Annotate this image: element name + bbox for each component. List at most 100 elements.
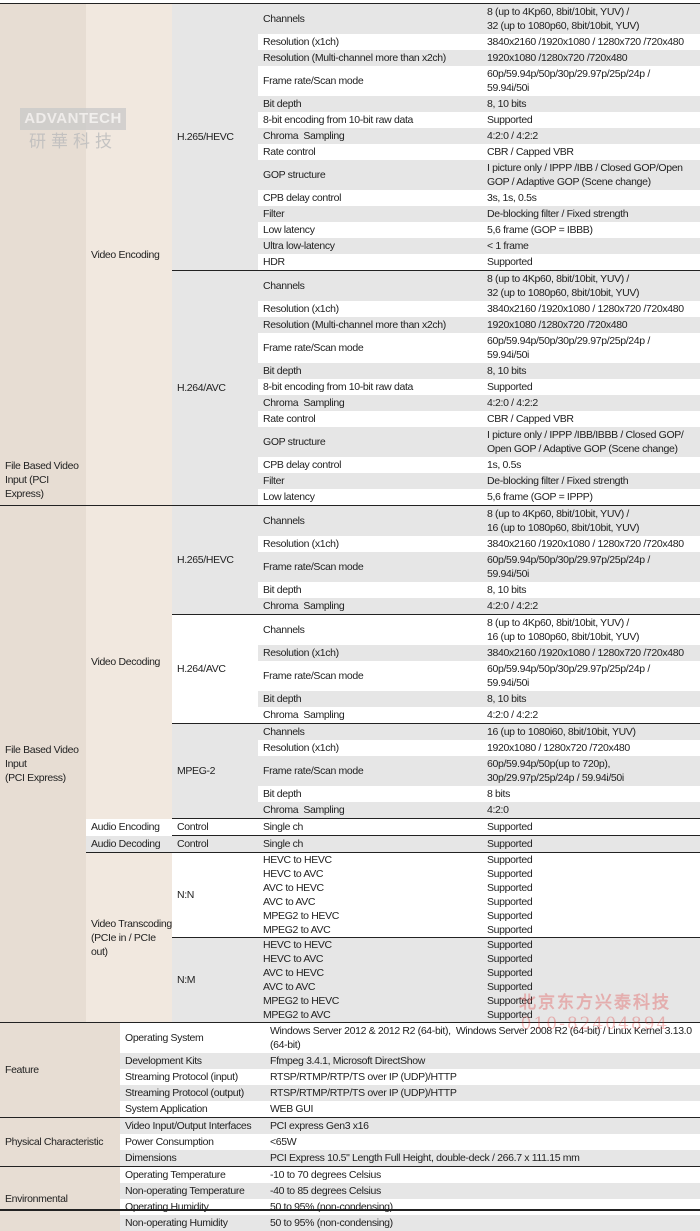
spec-value: 60p/59.94p/50p/30p/29.97p/25p/24p / 59.9… xyxy=(482,66,700,96)
spec-label: Single ch xyxy=(258,836,482,853)
spec-value: Supported xyxy=(482,1008,700,1022)
spec-value: 60p/59.94p/50p(up to 720p), 30p/29.97p/2… xyxy=(482,756,700,786)
spec-value: De-blocking filter / Fixed strength xyxy=(482,206,700,222)
spec-value: Supported xyxy=(482,895,700,909)
spec-label: Bit depth xyxy=(258,691,482,707)
spec-value: Supported xyxy=(482,881,700,895)
subcategory-label: Video Encoding xyxy=(86,4,172,506)
spec-value: 4:2:0 / 4:2:2 xyxy=(482,128,700,144)
spec-label: Low latency xyxy=(258,222,482,238)
codec-group-label: H.264/AVC xyxy=(172,615,258,724)
spec-label: Power Consumption xyxy=(120,1134,265,1150)
spec-value: PCI express Gen3 x16 xyxy=(265,1118,700,1135)
codec-group-label: H.265/HEVC xyxy=(172,506,258,615)
spec-value: Supported xyxy=(482,909,700,923)
spec-label: Channels xyxy=(258,615,482,646)
codec-group-label: MPEG-2 xyxy=(172,724,258,819)
spec-label: MPEG2 to HEVC xyxy=(258,909,482,923)
spec-row: File Based Video Input (PCI Express)Vide… xyxy=(0,4,700,35)
spec-value: 8, 10 bits xyxy=(482,363,700,379)
spec-value: <65W xyxy=(265,1134,700,1150)
spec-label: Video Input/Output Interfaces xyxy=(120,1118,265,1135)
spec-row: File Based Video Input (PCI Express)Vide… xyxy=(0,506,700,537)
spec-label: Bit depth xyxy=(258,786,482,802)
spec-label: Resolution (Multi-channel more than x2ch… xyxy=(258,50,482,66)
spec-value: Windows Server 2012 & 2012 R2 (64-bit), … xyxy=(265,1023,700,1054)
spec-label: Bit depth xyxy=(258,363,482,379)
spec-label: Operating System xyxy=(120,1023,265,1054)
spec-label: HEVC to AVC xyxy=(258,867,482,881)
spec-label: CPB delay control xyxy=(258,190,482,206)
spec-label: Bit depth xyxy=(258,96,482,112)
spec-value: 8 (up to 4Kp60, 8bit/10bit, YUV) / 16 (u… xyxy=(482,615,700,646)
spec-value: 60p/59.94p/50p/30p/29.97p/25p/24p / 59.9… xyxy=(482,661,700,691)
spec-value: Supported xyxy=(482,254,700,271)
spec-label: Streaming Protocol (output) xyxy=(120,1085,265,1101)
spec-value: 8, 10 bits xyxy=(482,582,700,598)
spec-label: GOP structure xyxy=(258,427,482,457)
spec-label: Filter xyxy=(258,473,482,489)
codec-group-label: N:N xyxy=(172,853,258,938)
spec-label: Dimensions xyxy=(120,1150,265,1167)
spec-label: Bit depth xyxy=(258,582,482,598)
spec-label: Chroma Sampling xyxy=(258,128,482,144)
spec-value: 8 (up to 4Kp60, 8bit/10bit, YUV) / 32 (u… xyxy=(482,271,700,302)
spec-value: RTSP/RTMP/RTP/TS over IP (UDP)/HTTP xyxy=(265,1085,700,1101)
codec-group-label: Control xyxy=(172,819,258,836)
spec-label: Resolution (x1ch) xyxy=(258,34,482,50)
spec-value: 3840x2160 /1920x1080 / 1280x720 /720x480 xyxy=(482,536,700,552)
spec-value: De-blocking filter / Fixed strength xyxy=(482,473,700,489)
spec-value: 1s, 0.5s xyxy=(482,457,700,473)
codec-group-label: H.265/HEVC xyxy=(172,4,258,271)
spec-value: Supported xyxy=(482,853,700,868)
spec-value: 8 bits xyxy=(482,786,700,802)
spec-label: Chroma Sampling xyxy=(258,707,482,724)
spec-label: GOP structure xyxy=(258,160,482,190)
spec-label: AVC to HEVC xyxy=(258,881,482,895)
spec-label: MPEG2 to AVC xyxy=(258,923,482,938)
spec-value: 3840x2160 /1920x1080 / 1280x720 /720x480 xyxy=(482,645,700,661)
spec-label: Non-operating Temperature xyxy=(120,1183,265,1199)
spec-label: AVC to AVC xyxy=(258,895,482,909)
spec-label: Chroma Sampling xyxy=(258,598,482,615)
spec-label: HDR xyxy=(258,254,482,271)
codec-group-label: Control xyxy=(172,836,258,853)
spec-label: Frame rate/Scan mode xyxy=(258,66,482,96)
spec-value: 4:2:0 / 4:2:2 xyxy=(482,707,700,724)
spec-label: Resolution (Multi-channel more than x2ch… xyxy=(258,317,482,333)
subcategory-label: Audio Encoding xyxy=(86,819,172,836)
spec-value: 5,6 frame (GOP = IBBB) xyxy=(482,222,700,238)
spec-label: HEVC to HEVC xyxy=(258,938,482,953)
spec-value: I picture only / IPPP /IBB / Closed GOP/… xyxy=(482,160,700,190)
category-label: Environmental xyxy=(0,1167,120,1231)
spec-label: HEVC to HEVC xyxy=(258,853,482,868)
spec-label: Channels xyxy=(258,4,482,35)
spec-label: Filter xyxy=(258,206,482,222)
spec-value: PCI Express 10.5" Length Full Height, do… xyxy=(265,1150,700,1167)
subcategory-label: Video Transcoding (PCIe in / PCIe out) xyxy=(86,853,172,1023)
spec-label: MPEG2 to AVC xyxy=(258,1008,482,1022)
spec-label: Ultra low-latency xyxy=(258,238,482,254)
spec-value: 3840x2160 /1920x1080 / 1280x720 /720x480 xyxy=(482,301,700,317)
spec-label: 8-bit encoding from 10-bit raw data xyxy=(258,112,482,128)
spec-value: CBR / Capped VBR xyxy=(482,411,700,427)
spec-value: Supported xyxy=(482,923,700,938)
spec-value: -40 to 85 degrees Celsius xyxy=(265,1183,700,1199)
spec-label: Low latency xyxy=(258,489,482,506)
spec-value: 1920x1080 /1280x720 /720x480 xyxy=(482,50,700,66)
spec-value: 8 (up to 4Kp60, 8bit/10bit, YUV) / 16 (u… xyxy=(482,506,700,537)
subcategory-label: Audio Decoding xyxy=(86,836,172,853)
spec-label: Rate control xyxy=(258,144,482,160)
spec-label: Operating Temperature xyxy=(120,1167,265,1184)
spec-label: Channels xyxy=(258,506,482,537)
spec-value: Supported xyxy=(482,836,700,853)
spec-value: Supported xyxy=(482,980,700,994)
spec-label: Chroma Sampling xyxy=(258,395,482,411)
spec-value: Supported xyxy=(482,112,700,128)
spec-value: WEB GUI xyxy=(265,1101,700,1118)
spec-value: Supported xyxy=(482,867,700,881)
